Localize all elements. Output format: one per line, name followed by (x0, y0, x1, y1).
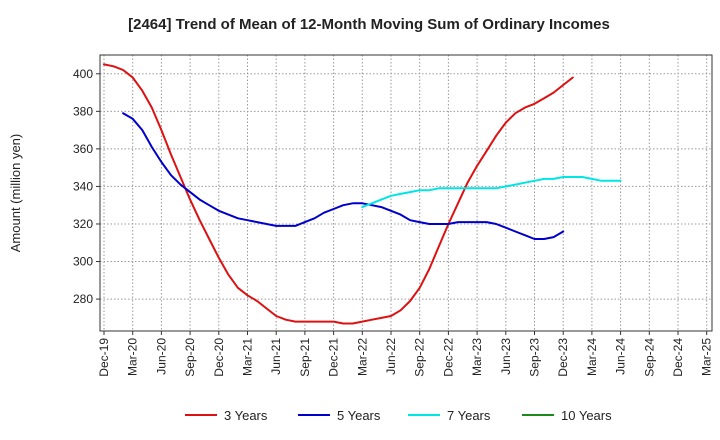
x-tick-label: Dec-20 (212, 338, 226, 377)
grid-lines (100, 55, 712, 331)
x-tick-label: Mar-24 (585, 338, 599, 376)
x-tick-label: Jun-22 (384, 338, 398, 375)
x-tick-label: Dec-23 (556, 338, 570, 377)
x-tick-label: Sep-22 (413, 338, 427, 377)
legend-label: 10 Years (561, 408, 612, 423)
legend: 3 Years 5 Years 7 Years 10 Years (185, 408, 612, 423)
x-tick-label: Jun-24 (614, 338, 628, 375)
x-tick-label: Mar-22 (355, 338, 369, 376)
x-tick-label: Jun-23 (499, 338, 513, 375)
y-tick-label: 380 (73, 104, 93, 118)
y-tick-label: 360 (73, 142, 93, 156)
x-tick-label: Dec-22 (441, 338, 455, 377)
series-line-3-years (103, 63, 574, 325)
y-tick-label: 300 (73, 255, 93, 269)
x-tick-label: Sep-23 (528, 338, 542, 377)
y-tick-label: 400 (73, 67, 93, 81)
legend-label: 7 Years (447, 408, 491, 423)
y-tick-label: 320 (73, 217, 93, 231)
x-tick-label: Dec-19 (97, 338, 111, 377)
y-axis: 280 300 320 340 360 380 400 (73, 67, 100, 306)
series-line-7-years (361, 176, 622, 209)
x-tick-label: Mar-20 (126, 338, 140, 376)
x-tick-label: Jun-20 (154, 338, 168, 375)
series-line-5-years (122, 112, 565, 240)
x-tick-label: Sep-21 (298, 338, 312, 377)
y-axis-label: Amount (million yen) (8, 134, 23, 253)
x-tick-label: Mar-25 (700, 338, 714, 376)
y-tick-label: 340 (73, 179, 93, 193)
x-tick-label: Dec-24 (671, 338, 685, 377)
series-lines (103, 63, 622, 325)
x-tick-label: Mar-21 (241, 338, 255, 376)
plot-area (99, 54, 713, 332)
x-tick-label: Dec-21 (327, 338, 341, 377)
legend-label: 5 Years (337, 408, 381, 423)
x-axis: Dec-19 Mar-20 Jun-20 Sep-20 Dec-20 Mar-21 Jun-… (97, 331, 714, 377)
x-tick-label: Sep-20 (183, 338, 197, 377)
y-tick-label: 280 (73, 292, 93, 306)
x-tick-label: Jun-21 (269, 338, 283, 375)
x-tick-label: Sep-24 (642, 338, 656, 377)
x-tick-label: Mar-23 (470, 338, 484, 376)
legend-label: 3 Years (224, 408, 268, 423)
chart-title: [2464] Trend of Mean of 12-Month Moving … (128, 16, 610, 33)
